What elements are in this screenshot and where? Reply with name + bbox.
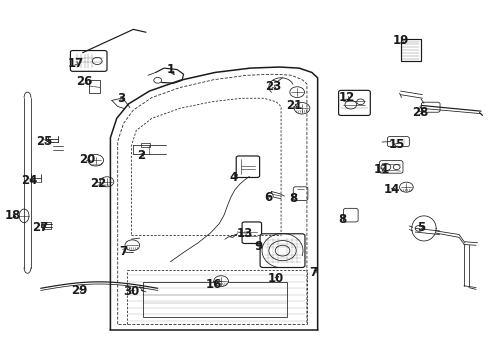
Bar: [400, 40, 420, 61]
Circle shape: [100, 177, 114, 187]
Text: 19: 19: [391, 34, 408, 48]
Text: 10: 10: [267, 272, 284, 285]
Circle shape: [294, 103, 309, 114]
FancyBboxPatch shape: [338, 90, 369, 116]
Text: 26: 26: [76, 75, 93, 88]
Bar: [143, 282, 286, 317]
FancyBboxPatch shape: [260, 234, 305, 267]
Text: 7: 7: [309, 266, 317, 279]
Text: 5: 5: [416, 221, 424, 234]
FancyBboxPatch shape: [70, 50, 107, 71]
Text: 15: 15: [387, 138, 404, 151]
Circle shape: [414, 226, 422, 231]
Text: 17: 17: [68, 57, 84, 70]
Circle shape: [356, 99, 364, 105]
Bar: [89, 80, 100, 93]
Text: 4: 4: [229, 171, 237, 184]
Circle shape: [289, 87, 304, 98]
FancyBboxPatch shape: [343, 208, 357, 222]
Text: 12: 12: [338, 91, 354, 104]
Text: 7: 7: [119, 244, 127, 257]
FancyBboxPatch shape: [236, 156, 259, 177]
Text: 6: 6: [263, 191, 271, 204]
Circle shape: [392, 165, 399, 170]
Bar: [141, 143, 150, 147]
Circle shape: [268, 240, 296, 261]
Text: 14: 14: [383, 183, 399, 196]
Text: 16: 16: [205, 278, 222, 291]
Circle shape: [92, 57, 102, 64]
Circle shape: [294, 189, 306, 198]
FancyBboxPatch shape: [421, 102, 439, 112]
Circle shape: [344, 211, 356, 220]
Circle shape: [275, 245, 289, 256]
Text: 20: 20: [79, 153, 96, 166]
Text: 22: 22: [90, 177, 106, 190]
Text: 29: 29: [71, 284, 88, 297]
Text: 13: 13: [236, 227, 252, 240]
Circle shape: [399, 182, 412, 192]
Text: 2: 2: [137, 149, 145, 162]
Text: 11: 11: [373, 163, 389, 176]
Text: 27: 27: [33, 221, 49, 234]
Circle shape: [154, 77, 161, 83]
Text: 8: 8: [337, 213, 346, 226]
Text: 21: 21: [285, 99, 302, 112]
Text: 3: 3: [117, 93, 125, 105]
Circle shape: [213, 276, 228, 287]
Bar: [42, 222, 51, 229]
Circle shape: [344, 100, 356, 109]
FancyBboxPatch shape: [242, 222, 261, 243]
Text: 9: 9: [253, 240, 262, 253]
Text: 8: 8: [288, 192, 297, 205]
Text: 25: 25: [36, 135, 53, 148]
FancyBboxPatch shape: [293, 187, 307, 201]
Text: 30: 30: [123, 285, 139, 298]
Ellipse shape: [19, 209, 29, 223]
Text: 18: 18: [5, 210, 21, 222]
Text: 28: 28: [411, 106, 427, 119]
Text: 23: 23: [264, 80, 280, 93]
Text: 24: 24: [21, 174, 37, 187]
Circle shape: [380, 163, 390, 171]
FancyBboxPatch shape: [386, 136, 408, 147]
Text: 1: 1: [166, 63, 174, 76]
Circle shape: [125, 240, 140, 251]
Circle shape: [88, 154, 103, 166]
FancyBboxPatch shape: [379, 161, 402, 173]
